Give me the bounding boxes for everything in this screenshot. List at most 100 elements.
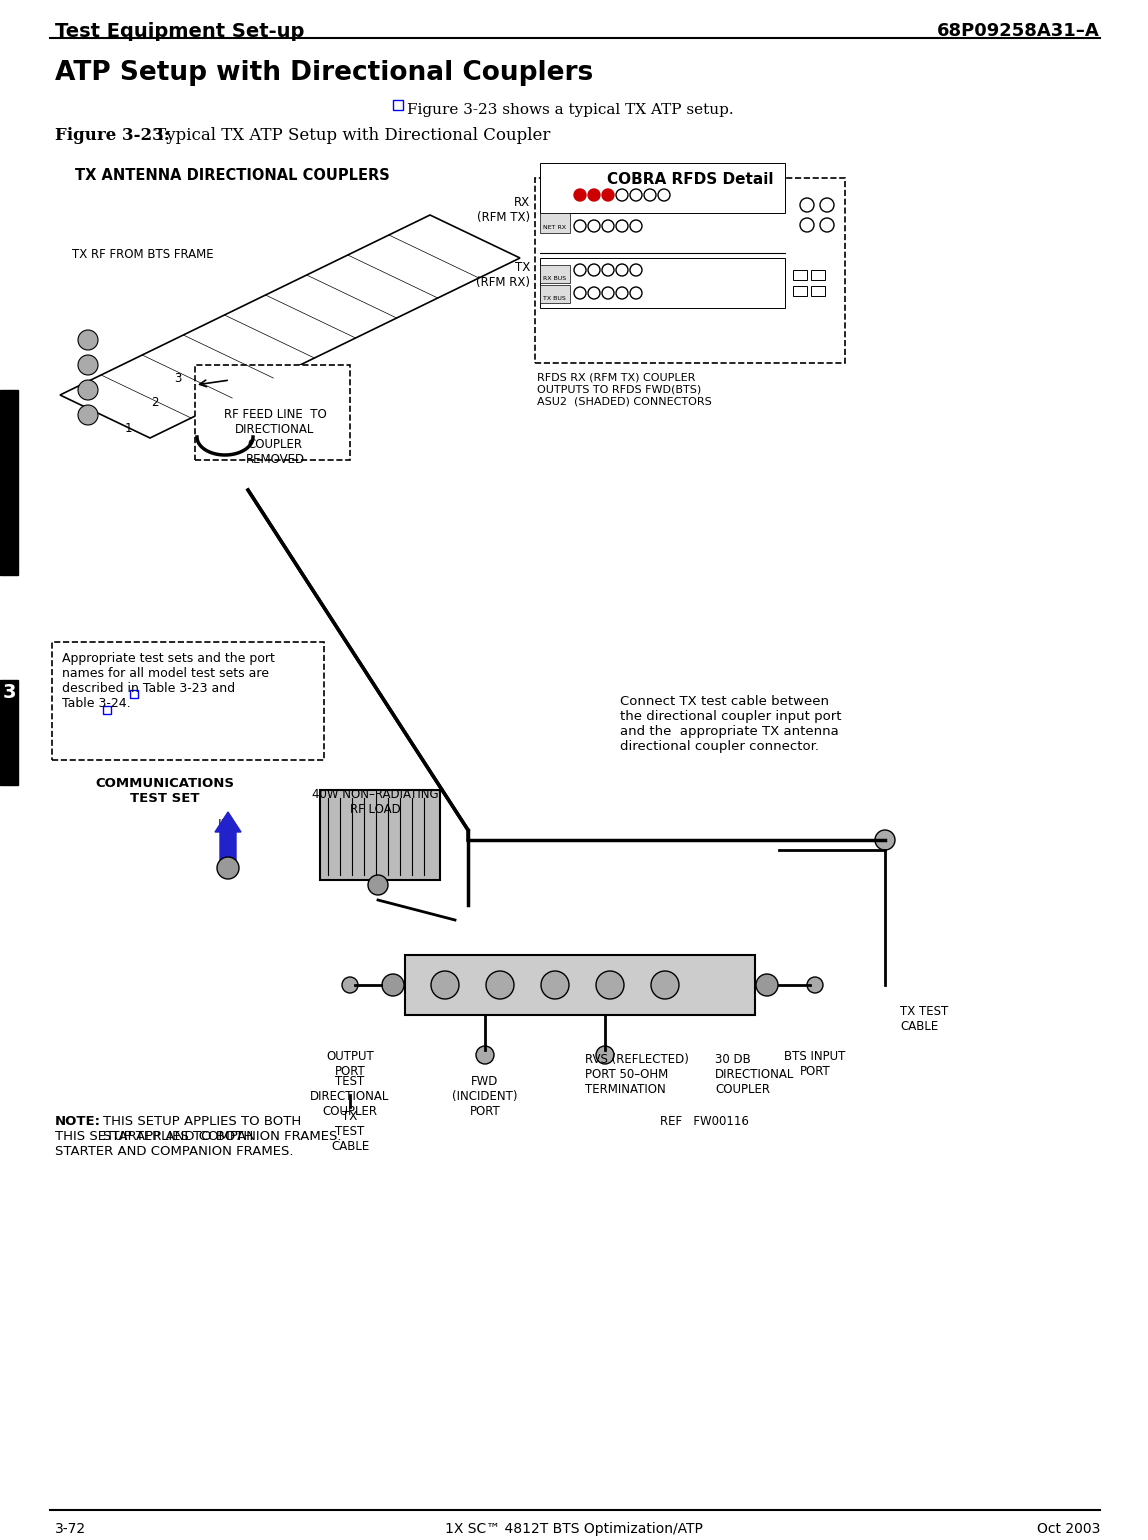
Text: BTS INPUT
PORT: BTS INPUT PORT [784, 1050, 846, 1078]
Text: 1X SC™ 4812T BTS Optimization/ATP: 1X SC™ 4812T BTS Optimization/ATP [445, 1522, 703, 1535]
Text: RX
(RFM TX): RX (RFM TX) [476, 196, 530, 223]
Bar [793, 270, 807, 280]
Circle shape [820, 219, 833, 233]
Circle shape [630, 286, 642, 299]
Circle shape [78, 380, 98, 400]
Text: 3: 3 [2, 684, 16, 702]
Text: TX
TEST
CABLE: TX TEST CABLE [331, 1110, 370, 1153]
Bar [540, 163, 785, 213]
Circle shape [574, 286, 585, 299]
Text: IN: IN [218, 818, 231, 832]
Text: OUTPUT
PORT: OUTPUT PORT [326, 1050, 374, 1078]
Circle shape [78, 356, 98, 376]
Bar [793, 286, 807, 296]
Bar [195, 365, 350, 460]
Circle shape [588, 220, 600, 233]
Text: Figure 3-23:: Figure 3-23: [55, 126, 170, 145]
Text: RFDS RX (RFM TX) COUPLER
OUTPUTS TO RFDS FWD(BTS)
ASU2  (SHADED) CONNECTORS: RFDS RX (RFM TX) COUPLER OUTPUTS TO RFDS… [537, 373, 712, 407]
Text: COBRA RFDS Detail: COBRA RFDS Detail [607, 172, 774, 186]
Circle shape [596, 972, 625, 999]
Text: 2: 2 [152, 396, 158, 410]
Text: TX TEST
CABLE: TX TEST CABLE [900, 1006, 948, 1033]
Circle shape [602, 286, 614, 299]
Circle shape [342, 976, 358, 993]
Circle shape [369, 875, 388, 895]
Circle shape [486, 972, 514, 999]
Circle shape [651, 972, 678, 999]
Text: TX BUS: TX BUS [543, 296, 566, 300]
Text: FWD
(INCIDENT)
PORT: FWD (INCIDENT) PORT [452, 1075, 518, 1118]
Circle shape [800, 199, 814, 213]
Text: Test Equipment Set-up: Test Equipment Set-up [55, 22, 304, 42]
Bar [540, 213, 571, 233]
Text: Oct 2003: Oct 2003 [1037, 1522, 1100, 1535]
Bar [535, 179, 845, 363]
Text: ATP Setup with Directional Couplers: ATP Setup with Directional Couplers [55, 60, 594, 86]
Text: TEST
DIRECTIONAL
COUPLER: TEST DIRECTIONAL COUPLER [310, 1075, 389, 1118]
Text: 3-72: 3-72 [55, 1522, 86, 1535]
Text: THIS SETUP APPLIES TO BOTH
STARTER AND COMPANION FRAMES.: THIS SETUP APPLIES TO BOTH STARTER AND C… [103, 1115, 341, 1143]
Text: THIS SETUP APPLIES TO BOTH
STARTER AND COMPANION FRAMES.: THIS SETUP APPLIES TO BOTH STARTER AND C… [55, 1130, 294, 1158]
Circle shape [807, 976, 823, 993]
Circle shape [78, 330, 98, 350]
Circle shape [820, 199, 833, 213]
Circle shape [616, 220, 628, 233]
Circle shape [541, 972, 569, 999]
Bar [130, 690, 138, 698]
Circle shape [616, 189, 628, 202]
Text: TX
(RFM RX): TX (RFM RX) [476, 260, 530, 290]
Text: Typical TX ATP Setup with Directional Coupler: Typical TX ATP Setup with Directional Co… [150, 126, 550, 145]
Circle shape [596, 1046, 614, 1064]
Text: RVS (REFLECTED)
PORT 50–OHM
TERMINATION: RVS (REFLECTED) PORT 50–OHM TERMINATION [585, 1053, 689, 1096]
Circle shape [875, 830, 895, 850]
Bar [405, 955, 755, 1015]
Bar [0, 681, 18, 785]
Bar [320, 790, 440, 879]
Circle shape [658, 189, 670, 202]
Circle shape [217, 856, 239, 879]
Bar [393, 100, 403, 109]
Text: NET RX: NET RX [543, 225, 566, 229]
FancyArrow shape [215, 812, 241, 859]
Circle shape [630, 263, 642, 276]
Text: Appropriate test sets and the port
names for all model test sets are
described i: Appropriate test sets and the port names… [62, 651, 274, 710]
Circle shape [644, 189, 656, 202]
Text: COMMUNICATIONS
TEST SET: COMMUNICATIONS TEST SET [95, 778, 234, 805]
Circle shape [574, 220, 585, 233]
Bar [810, 270, 825, 280]
Text: TX RF FROM BTS FRAME: TX RF FROM BTS FRAME [72, 248, 214, 260]
Circle shape [616, 286, 628, 299]
Bar [52, 642, 324, 761]
Text: 68P09258A31–A: 68P09258A31–A [937, 22, 1100, 40]
Text: 1: 1 [124, 422, 132, 434]
Circle shape [574, 189, 585, 202]
Circle shape [430, 972, 459, 999]
Circle shape [757, 973, 778, 996]
Circle shape [630, 189, 642, 202]
Text: 3: 3 [174, 371, 181, 385]
Circle shape [602, 220, 614, 233]
Bar [540, 259, 785, 308]
Circle shape [574, 263, 585, 276]
Circle shape [78, 405, 98, 425]
Circle shape [602, 189, 614, 202]
Text: NOTE:: NOTE: [55, 1115, 101, 1127]
Bar [0, 390, 18, 574]
Bar [540, 285, 571, 303]
Text: 40W NON–RADIATING
RF LOAD: 40W NON–RADIATING RF LOAD [312, 788, 439, 816]
Bar [103, 705, 111, 715]
Bar [810, 286, 825, 296]
Circle shape [382, 973, 404, 996]
Circle shape [476, 1046, 494, 1064]
Text: RF FEED LINE  TO
DIRECTIONAL
COUPLER
REMOVED: RF FEED LINE TO DIRECTIONAL COUPLER REMO… [224, 408, 326, 467]
Text: TX ANTENNA DIRECTIONAL COUPLERS: TX ANTENNA DIRECTIONAL COUPLERS [75, 168, 390, 183]
Text: REF   FW00116: REF FW00116 [660, 1115, 748, 1127]
Circle shape [588, 189, 600, 202]
Circle shape [630, 220, 642, 233]
Text: Connect TX test cable between
the directional coupler input port
and the  approp: Connect TX test cable between the direct… [620, 695, 841, 753]
Circle shape [602, 263, 614, 276]
Circle shape [616, 263, 628, 276]
Circle shape [800, 219, 814, 233]
Text: RX BUS: RX BUS [543, 276, 566, 280]
Bar [540, 265, 571, 283]
